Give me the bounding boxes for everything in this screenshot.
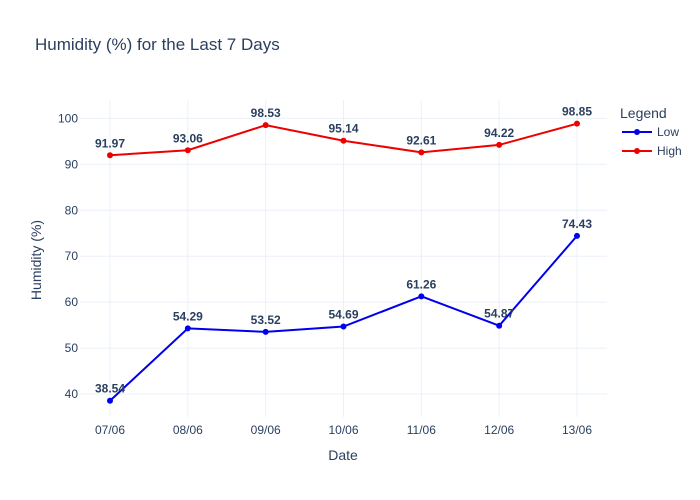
data-point-high — [107, 152, 113, 159]
data-point-low — [418, 293, 425, 300]
data-label-high: 94.22 — [484, 126, 514, 140]
series-layer: 38.54 54.29 53.52 54.69 61.26 54.87 74.43 91.97… — [95, 105, 592, 404]
data-point-high — [262, 122, 269, 129]
y-tick-label: 100 — [58, 111, 78, 125]
y-tick-label: 40 — [65, 387, 79, 401]
data-label-high: 91.97 — [95, 136, 125, 150]
legend-marker-low — [634, 129, 640, 135]
chart-title: Humidity (%) for the Last 7 Days — [35, 35, 280, 54]
x-tick-labels: 07/06 08/06 09/06 10/06 11/06 12/06 13/06 — [95, 423, 592, 437]
x-tick-label: 07/06 — [95, 423, 125, 437]
data-label-low: 54.69 — [328, 308, 358, 322]
x-tick-label: 09/06 — [251, 423, 281, 437]
y-tick-label: 60 — [65, 295, 79, 309]
data-point-low — [184, 325, 191, 332]
data-point-low — [574, 232, 580, 239]
y-axis-title: Humidity (%) — [28, 220, 44, 300]
data-point-high — [418, 149, 425, 156]
grid-layer — [80, 100, 607, 417]
legend-label-high: High — [657, 144, 682, 158]
x-axis-title: Date — [328, 447, 358, 463]
data-point-low — [107, 397, 113, 404]
data-point-high — [574, 120, 580, 127]
data-label-high: 92.61 — [406, 133, 436, 147]
legend: Legend Low High — [620, 105, 682, 158]
data-point-high — [496, 141, 503, 148]
data-point-high — [184, 147, 191, 154]
legend-label-low: Low — [657, 125, 679, 139]
legend-title: Legend — [620, 105, 667, 121]
data-label-high: 98.85 — [562, 105, 592, 119]
data-label-low: 74.43 — [562, 217, 592, 231]
data-label-low: 54.87 — [484, 307, 514, 321]
y-tick-label: 90 — [65, 157, 79, 171]
x-tick-label: 08/06 — [173, 423, 203, 437]
data-label-high: 95.14 — [328, 122, 358, 136]
data-point-high — [340, 137, 347, 144]
data-label-low: 61.26 — [406, 277, 436, 291]
data-point-low — [496, 322, 503, 329]
y-tick-label: 70 — [65, 249, 79, 263]
legend-marker-high — [634, 148, 640, 154]
x-tick-label: 13/06 — [562, 423, 592, 437]
data-label-high: 98.53 — [251, 106, 281, 120]
data-label-low: 53.52 — [251, 313, 281, 327]
data-point-low — [340, 323, 347, 330]
data-label-low: 54.29 — [173, 309, 203, 323]
x-tick-label: 10/06 — [328, 423, 358, 437]
data-label-low: 38.54 — [95, 382, 125, 396]
y-tick-label: 50 — [65, 341, 79, 355]
x-tick-label: 12/06 — [484, 423, 514, 437]
y-tick-labels: 40 50 60 70 80 90 100 — [58, 111, 78, 401]
data-label-high: 93.06 — [173, 131, 203, 145]
y-tick-label: 80 — [65, 203, 79, 217]
data-point-low — [262, 328, 269, 335]
x-tick-label: 11/06 — [407, 423, 436, 437]
